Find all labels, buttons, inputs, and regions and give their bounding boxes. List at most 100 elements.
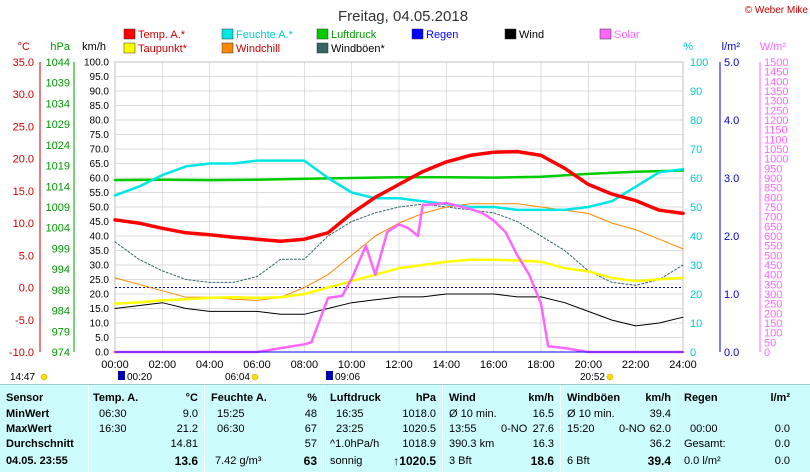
solar-tick-label: 1400 [764,76,788,88]
humidity-tick-label: 90 [690,86,702,98]
wind-min: 16.5 [532,408,554,420]
pressure-tick-label: 1044 [46,57,70,69]
legend-label: Feuchte A.* [236,29,294,41]
col-rain: Regen l/m² 00:00 0.0 Gesamt: 0.0 0.0 l/m² 0.… [678,385,796,472]
temp-tick-label: -10.0 [9,347,34,359]
moon-icon [118,371,125,380]
solar-tick-label: 500 [764,250,782,262]
gust-avg: 36.2 [649,438,671,450]
humidity-tick-label: 100 [690,57,708,69]
rain-max-time: 00:00 [690,423,718,435]
axes: 100.095.090.085.080.075.070.065.060.055.… [9,41,789,371]
rain-total-label: Gesamt: [684,438,726,450]
legend-label: Windchill [236,43,280,55]
hum-now: 63 [303,454,317,468]
solar-tick-label: 350 [764,279,782,291]
solar-unit: W/m² [760,41,787,53]
solar-tick-label: 950 [764,163,782,175]
rain-tick-label: 4.0 [724,115,739,127]
legend-label: Wind [519,29,544,41]
hum-min-time: 15:25 [217,408,245,420]
pressure-tick-label: 979 [52,326,70,338]
time-tick-label: 14:00 [433,359,461,371]
wind-tick-label: 20.0 [90,290,110,301]
sun-time: 20:52 [580,372,605,383]
wind-tick-label: 65.0 [90,159,110,170]
time-tick-label: 02:00 [149,359,177,371]
legend-swatch [411,28,424,40]
solar-tick-label: 1150 [764,125,788,137]
time-tick-label: 22:00 [622,359,650,371]
time-tick-label: 06:00 [243,359,271,371]
label-min: MinWert [6,408,50,420]
time-tick-label: 12:00 [385,359,413,371]
sun-time: 06:04 [225,372,250,383]
temp-now: 13.6 [174,454,198,468]
wind-bft: 3 Bft [449,455,472,467]
chart-title: Freitag, 04.05.2018 [338,8,468,25]
press-min: 1018.0 [402,408,436,420]
solar-tick-label: 1000 [764,154,788,166]
col-sensor: Sensor MinWert MaxWert Durchschnitt 04.0… [0,385,89,472]
rain-max: 0.0 [774,423,790,435]
solar-tick-label: 50 [764,337,776,349]
pressure-tick-label: 994 [52,264,70,276]
pressure-tick-label: 989 [52,285,70,297]
col-humidity: Feuchte A.% 15:25 48 06:30 67 57 7.42 g/m³… [205,385,324,472]
col-gust: Windböen km/h Ø 10 min. 39.4 15:20 0-NO 62.0… [561,385,678,472]
legend-swatch [123,28,136,40]
wind-tick-label: 75.0 [90,130,110,141]
legend-swatch [599,28,612,40]
legend-label: Regen [426,29,458,41]
pressure-tick-label: 1009 [46,202,70,214]
wind-max-dir: 0-NO [501,423,528,435]
gust-min: 39.4 [649,408,671,420]
wind-tick-label: 5.0 [95,333,109,344]
wind-avg-label: Ø 10 min. [449,408,497,420]
wind-now: 18.6 [530,454,554,468]
pressure-tick-label: 1039 [46,78,70,90]
solar-tick-label: 1300 [764,96,788,108]
solar-tick-label: 100 [764,328,782,340]
time-tick-label: 18:00 [527,359,555,371]
header-gust: Windböen [567,392,621,404]
legend-label: Windböen* [331,43,386,55]
wind-max: 27.6 [532,423,554,435]
plot-area [113,149,685,354]
forecast: sonnig [330,455,363,467]
solar-tick-label: 600 [764,231,782,243]
rain-total: 0.0 [774,438,790,450]
pressure-tick-label: 1004 [46,223,70,235]
pressure-tick-label: 984 [52,306,70,318]
pressure-tick-label: 1019 [46,161,70,173]
unit-pressure: hPa [415,392,436,404]
wind-tick-label: 55.0 [90,188,110,199]
wind-max-time: 13:55 [449,423,477,435]
temp-tick-label: 25.0 [13,121,34,133]
wind-tick-label: 45.0 [90,217,110,228]
header-wind: Wind [449,392,476,404]
rain-tick-label: 2.0 [724,231,739,243]
temp-tick-label: 10.0 [13,218,34,230]
moon-time: 09:06 [335,372,360,383]
solar-tick-label: 1250 [764,105,788,117]
legend-swatch [221,42,234,54]
rain-now: 0.0 [774,455,790,467]
gust-max: 62.0 [649,423,671,435]
solar-tick-label: 0 [764,347,770,359]
hum-min: 48 [304,408,317,420]
solar-tick-label: 1500 [764,57,788,69]
wind-tick-label: 35.0 [90,246,110,257]
unit-wind: km/h [528,392,554,404]
wind-tick-label: 15.0 [90,304,110,315]
wind-tick-label: 30.0 [90,261,110,272]
legend-swatch [504,28,517,40]
rain-tick-label: 1.0 [724,289,739,301]
rain-tick-label: 5.0 [724,57,739,69]
legend: Temp. A.* Feuchte A.* Luftdruck Regen Wind So… [123,28,640,55]
hum-abs: 7.42 g/m³ [215,455,262,467]
col-temp: Temp. A. °C 06:30 9.0 16:30 21.2 14.81 13.6 [89,385,205,472]
press-avg: 1018.9 [402,438,436,450]
wind-tick-label: 0.0 [95,348,109,359]
solar-tick-label: 650 [764,221,782,233]
